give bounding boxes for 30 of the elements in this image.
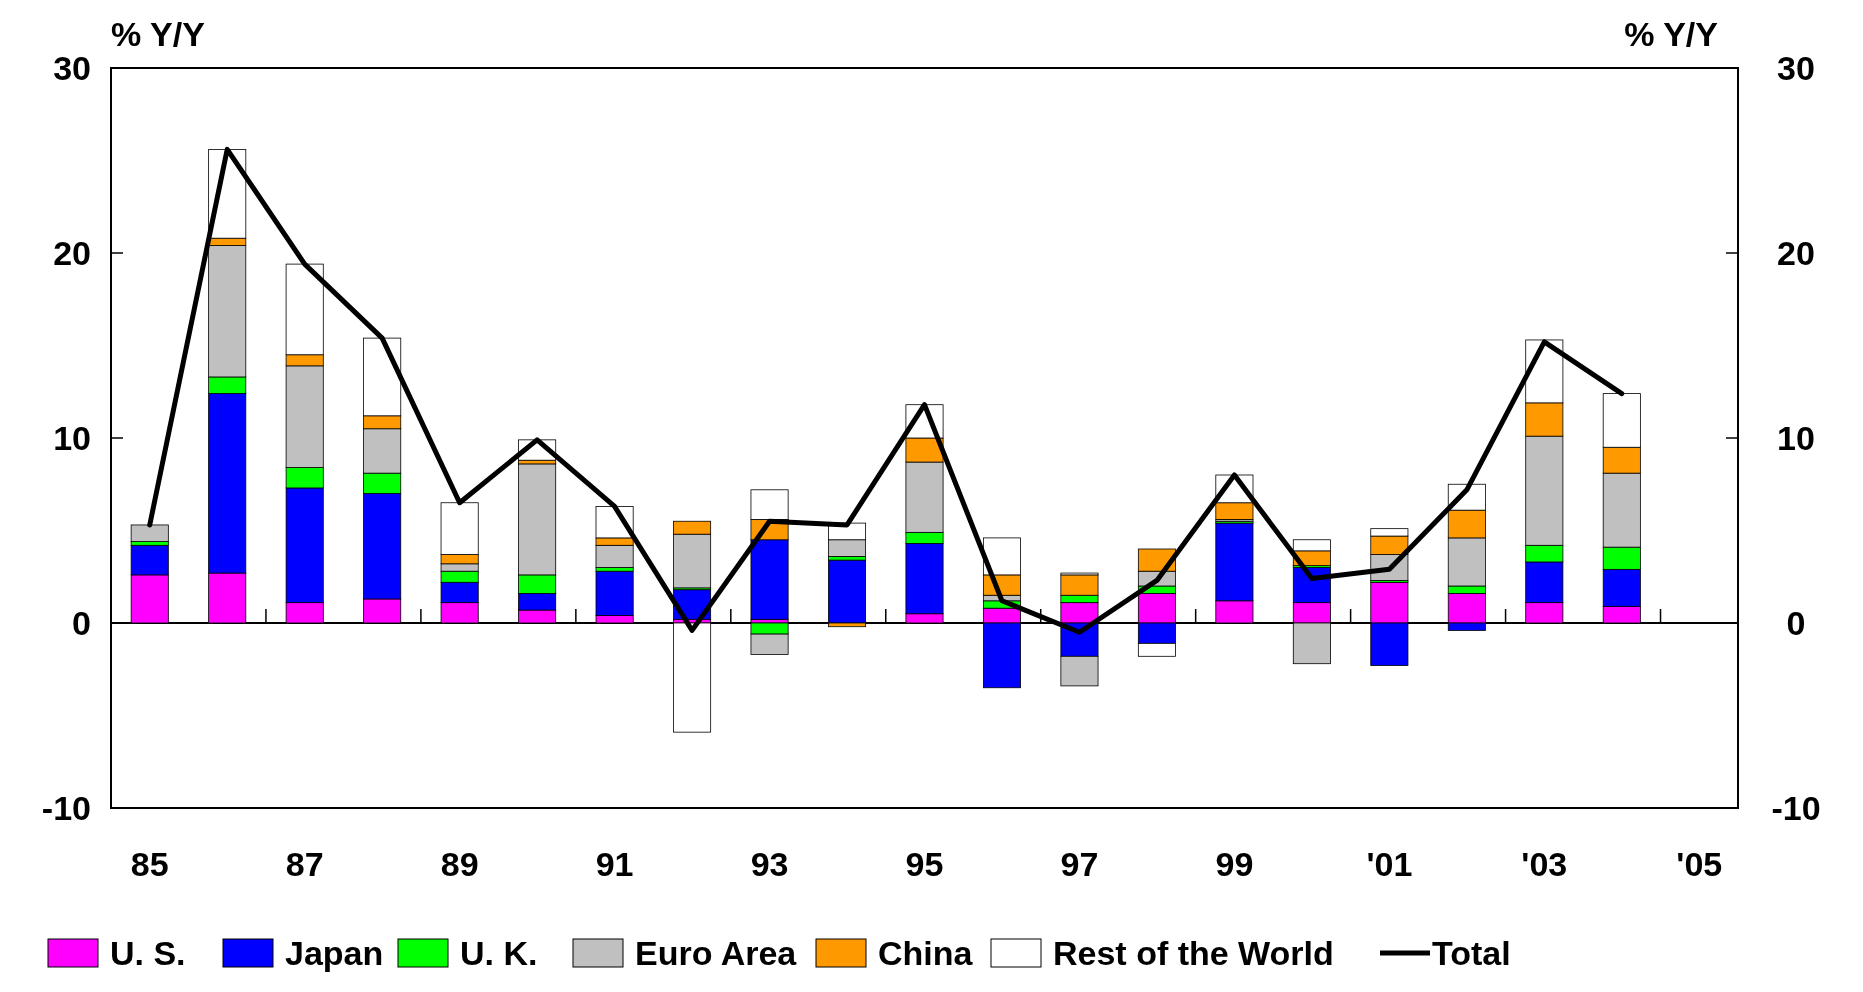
legend-label: China (878, 934, 974, 972)
y2-tick-label: 0 (1786, 604, 1806, 642)
x-tick-label: 95 (905, 845, 944, 883)
x-tick-label: 97 (1060, 845, 1099, 883)
legend-label: U. K. (460, 934, 538, 972)
x-tick-label: 85 (130, 845, 169, 883)
y-tick-label: 0 (72, 604, 91, 642)
legend-label: Total (1432, 934, 1511, 972)
x-tick-label: 89 (440, 845, 479, 883)
legend-label: Rest of the World (1053, 934, 1334, 972)
legend-label: Japan (285, 934, 384, 972)
y-tick-label: 30 (53, 49, 91, 87)
y-tick-label: -10 (41, 789, 91, 827)
x-tick-label: '05 (1676, 845, 1723, 883)
x-tick-label: '01 (1366, 845, 1413, 883)
x-tick-label: 87 (285, 845, 324, 883)
y2-tick-label: -10 (1771, 789, 1821, 827)
legend-label: Euro Area (635, 934, 798, 972)
x-tick-label: 93 (750, 845, 789, 883)
x-tick-label: 91 (595, 845, 634, 883)
legend-label: U. S. (110, 934, 186, 972)
y2-tick-label: 30 (1777, 49, 1815, 87)
y2-tick-label: 10 (1777, 419, 1815, 457)
y2-axis-title: % Y/Y (1624, 15, 1719, 53)
y2-tick-label: 20 (1777, 234, 1815, 272)
y-axis-title: % Y/Y (111, 15, 206, 53)
y-tick-label: 20 (53, 234, 91, 272)
y-tick-label: 10 (53, 419, 91, 457)
x-tick-label: '03 (1521, 845, 1568, 883)
x-tick-label: 99 (1215, 845, 1254, 883)
